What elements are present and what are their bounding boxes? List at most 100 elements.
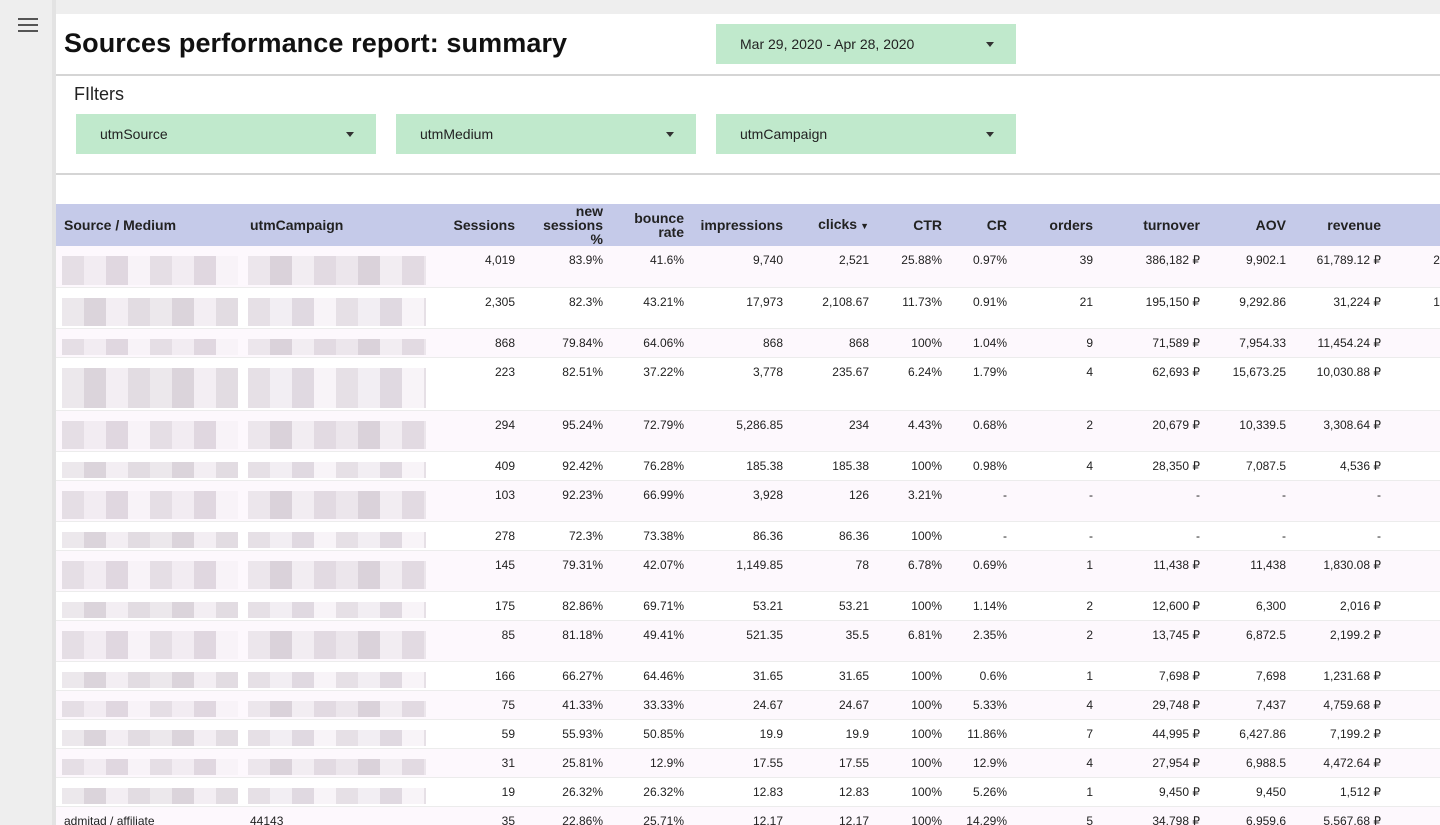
cell-value: 79.84%: [521, 328, 609, 358]
col-header-aov[interactable]: AOV: [1255, 217, 1286, 233]
cell-value: 1: [1013, 550, 1099, 592]
menu-icon[interactable]: [18, 18, 38, 34]
chevron-down-icon: [986, 132, 994, 137]
cell-value: 7,698: [1206, 661, 1292, 691]
table-row[interactable]: 175 82.86% 69.71% 53.21 53.21 100% 1.14% 2 12,60…: [56, 591, 1440, 621]
cell-value: 24.67: [789, 690, 875, 720]
utm-source-filter[interactable]: utmSource: [76, 114, 376, 154]
cell-value: 31,224 ₽: [1292, 287, 1387, 329]
cell-value: 4.43%: [875, 410, 948, 452]
col-header-ctr[interactable]: CTR: [913, 217, 942, 233]
table-row[interactable]: 868 79.84% 64.06% 868 868 100% 1.04% 9 71,589 ₽7…: [56, 328, 1440, 358]
table-row[interactable]: 166 66.27% 64.46% 31.65 31.65 100% 0.6% 1 7,698 …: [56, 661, 1440, 691]
cell-value: [1387, 521, 1440, 551]
table-row[interactable]: 85 81.18% 49.41% 521.35 35.5 6.81% 2.35% 2 13,74…: [56, 620, 1440, 662]
redacted-block: [248, 338, 426, 355]
cell-value: 294: [430, 410, 521, 452]
table-row[interactable]: 223 82.51% 37.22% 3,778 235.67 6.24% 1.79% 4 62,…: [56, 357, 1440, 411]
cell-value: 100%: [875, 661, 948, 691]
col-header-orders[interactable]: orders: [1049, 217, 1093, 233]
redacted-block: [62, 630, 238, 659]
cell-value: 2: [1013, 410, 1099, 452]
col-header-source-medium[interactable]: Source / Medium: [64, 217, 177, 233]
cell-value: -: [1013, 480, 1099, 522]
cell-value: 2,521: [789, 246, 875, 288]
cell-value: 72.3%: [521, 521, 609, 551]
col-header-clicks[interactable]: clicks ▼: [789, 204, 875, 246]
table-row[interactable]: 278 72.3% 73.38% 86.36 86.36 100% - - - - -: [56, 521, 1440, 551]
cell-value: 9,740: [690, 246, 789, 288]
cell-campaign: [242, 620, 430, 662]
utm-campaign-filter[interactable]: utmCampaign: [716, 114, 1016, 154]
cell-value: 5,286.85: [690, 410, 789, 452]
sources-table: Source / Medium utmCampaign Sessions new…: [56, 204, 1440, 825]
table-row[interactable]: 409 92.42% 76.28% 185.38 185.38 100% 0.98% 4 28,…: [56, 451, 1440, 481]
cell-value: 12.83: [690, 777, 789, 807]
redacted-block: [248, 630, 426, 659]
cell-value: 37.22%: [609, 357, 690, 411]
table-row[interactable]: 59 55.93% 50.85% 19.9 19.9 100% 11.86% 7 44,995 …: [56, 719, 1440, 749]
redacted-block: [62, 338, 238, 355]
cell-value: 25.81%: [521, 748, 609, 778]
table-row[interactable]: 75 41.33% 33.33% 24.67 24.67 100% 5.33% 4 29,748…: [56, 690, 1440, 720]
redacted-block: [248, 787, 426, 804]
redacted-block: [62, 729, 238, 746]
col-header-new-sessions[interactable]: new sessions %: [543, 204, 603, 247]
col-header-revenue[interactable]: revenue: [1327, 217, 1381, 233]
cell-value: 12.83: [789, 777, 875, 807]
cell-value: 71,589 ₽: [1099, 328, 1206, 358]
col-header-cr[interactable]: CR: [986, 217, 1007, 233]
cell-value: 1,512 ₽: [1292, 777, 1387, 807]
cell-value: 0.69%: [948, 550, 1013, 592]
utm-medium-filter[interactable]: utmMedium: [396, 114, 696, 154]
table-row[interactable]: 294 95.24% 72.79% 5,286.85 234 4.43% 0.68% 2 20,…: [56, 410, 1440, 452]
cell-value: 25.71%: [609, 806, 690, 825]
col-header-sessions[interactable]: Sessions: [453, 217, 515, 233]
table-row[interactable]: admitad / affiliate 44143 35 22.86% 25.71% 12…: [56, 806, 1440, 825]
redacted-block: [248, 461, 426, 478]
col-header-turnover[interactable]: turnover: [1143, 217, 1200, 233]
cell-source-medium: admitad / affiliate: [56, 806, 242, 825]
cell-value: 35.5: [789, 620, 875, 662]
redacted-block: [62, 297, 238, 326]
cell-value: 78: [789, 550, 875, 592]
table-row[interactable]: 4,019 83.9% 41.6% 9,740 2,521 25.88% 0.97% 39 38…: [56, 246, 1440, 288]
cell-value: 2,17: [1387, 550, 1440, 592]
cell-value: 2,199.2 ₽: [1292, 620, 1387, 662]
cell-value: -: [1099, 480, 1206, 522]
cell-value: 4: [1013, 451, 1099, 481]
cell-value: 49.41%: [609, 620, 690, 662]
table-row[interactable]: 2,305 82.3% 43.21% 17,973 2,108.67 11.73% 0.91…: [56, 287, 1440, 329]
cell-source-medium: [56, 480, 242, 522]
col-header-campaign[interactable]: utmCampaign: [250, 217, 344, 233]
report-header: Sources performance report: summary Mar …: [56, 14, 1440, 76]
table-row[interactable]: 31 25.81% 12.9% 17.55 17.55 100% 12.9% 4 27,954 …: [56, 748, 1440, 778]
date-range-selector[interactable]: Mar 29, 2020 - Apr 28, 2020: [716, 24, 1016, 64]
cell-value: 75: [430, 690, 521, 720]
cell-value: 42.07%: [609, 550, 690, 592]
table-row[interactable]: 145 79.31% 42.07% 1,149.85 78 6.78% 0.69% 1 11,4…: [56, 550, 1440, 592]
col-header-bounce-rate[interactable]: bounce rate: [634, 210, 684, 240]
cell-value: 868: [789, 328, 875, 358]
redacted-block: [248, 367, 426, 408]
table-body: 4,019 83.9% 41.6% 9,740 2,521 25.88% 0.97% 39 38…: [56, 246, 1440, 825]
cell-campaign: [242, 410, 430, 452]
cell-value: 76.28%: [609, 451, 690, 481]
cell-value: 103: [430, 480, 521, 522]
cell-value: 5: [1013, 806, 1099, 825]
cell-value: 5.33%: [948, 690, 1013, 720]
table-row[interactable]: 19 26.32% 26.32% 12.83 12.83 100% 5.26% 1 9,450 …: [56, 777, 1440, 807]
cell-campaign: [242, 748, 430, 778]
sources-table-container[interactable]: Source / Medium utmCampaign Sessions new…: [56, 204, 1440, 825]
cell-value: 175: [430, 591, 521, 621]
cell-value: 7,437: [1206, 690, 1292, 720]
cell-value: 2,807: [1387, 719, 1440, 749]
redacted-block: [62, 700, 238, 717]
utm-medium-filter-label: utmMedium: [420, 126, 494, 142]
col-header-impressions[interactable]: impressions: [700, 217, 783, 233]
cell-source-medium: [56, 719, 242, 749]
cell-value: 79.31%: [521, 550, 609, 592]
cell-value: -: [1013, 521, 1099, 551]
cell-value: 95.24%: [521, 410, 609, 452]
